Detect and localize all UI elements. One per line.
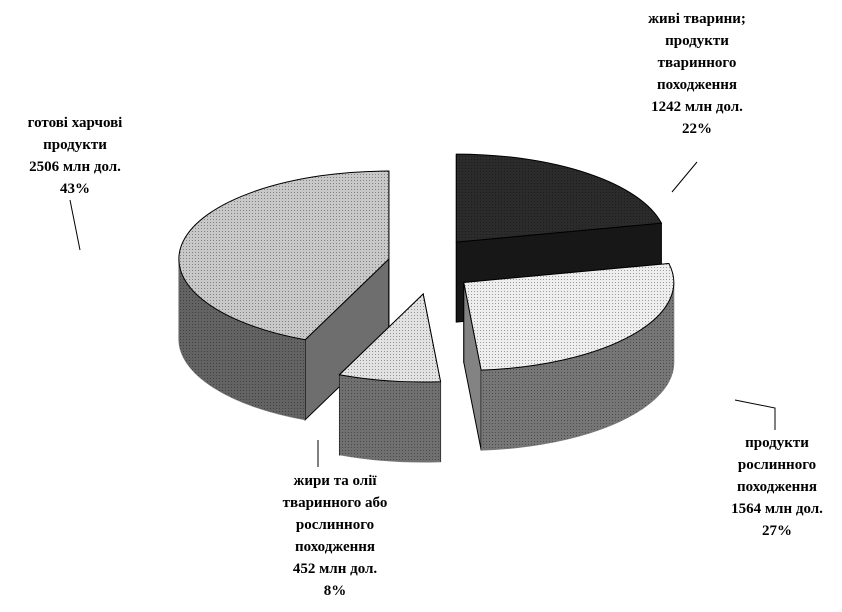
slice-top-texture <box>178 171 389 340</box>
slice-wall-texture <box>339 374 441 463</box>
leader-line <box>734 399 776 430</box>
pie-slice <box>338 292 442 463</box>
category-label: жири та олії тваринного або рослинного п… <box>282 473 388 555</box>
slice-top-texture <box>339 294 441 383</box>
category-label: живі тварини; продукти тваринного походж… <box>648 11 746 93</box>
slice-label: жири та олії тваринного або рослинного п… <box>235 470 435 602</box>
slice-wall-texture <box>481 282 674 451</box>
category-label: продукти рослинного походження <box>736 435 818 495</box>
slice-side-shade <box>305 259 389 420</box>
percent-label: 27% <box>762 523 792 539</box>
percent-label: 22% <box>682 121 712 137</box>
slice-label: продукти рослинного походження 1564 млн д… <box>677 432 842 542</box>
percent-label: 8% <box>323 583 347 599</box>
pie-slice <box>463 262 675 451</box>
leader-line <box>671 161 698 193</box>
slice-top-texture <box>456 154 662 243</box>
value-label: 452 млн дол. <box>292 561 378 577</box>
slice-top-texture <box>463 263 674 371</box>
leader-line <box>69 199 81 251</box>
value-label: 1242 млн дол. <box>651 99 743 115</box>
pie-slice <box>178 170 390 421</box>
percent-label: 43% <box>60 181 90 197</box>
value-label: 1564 млн дол. <box>731 501 823 517</box>
slice-wall-texture <box>178 259 306 420</box>
slice-label: готові харчові продукти 2506 млн дол. 43% <box>0 112 175 200</box>
slice-label: живі тварини; продукти тваринного походж… <box>597 8 797 140</box>
slice-side-shade <box>463 282 482 451</box>
category-label: готові харчові продукти <box>27 115 123 153</box>
value-label: 2506 млн дол. <box>29 159 121 175</box>
